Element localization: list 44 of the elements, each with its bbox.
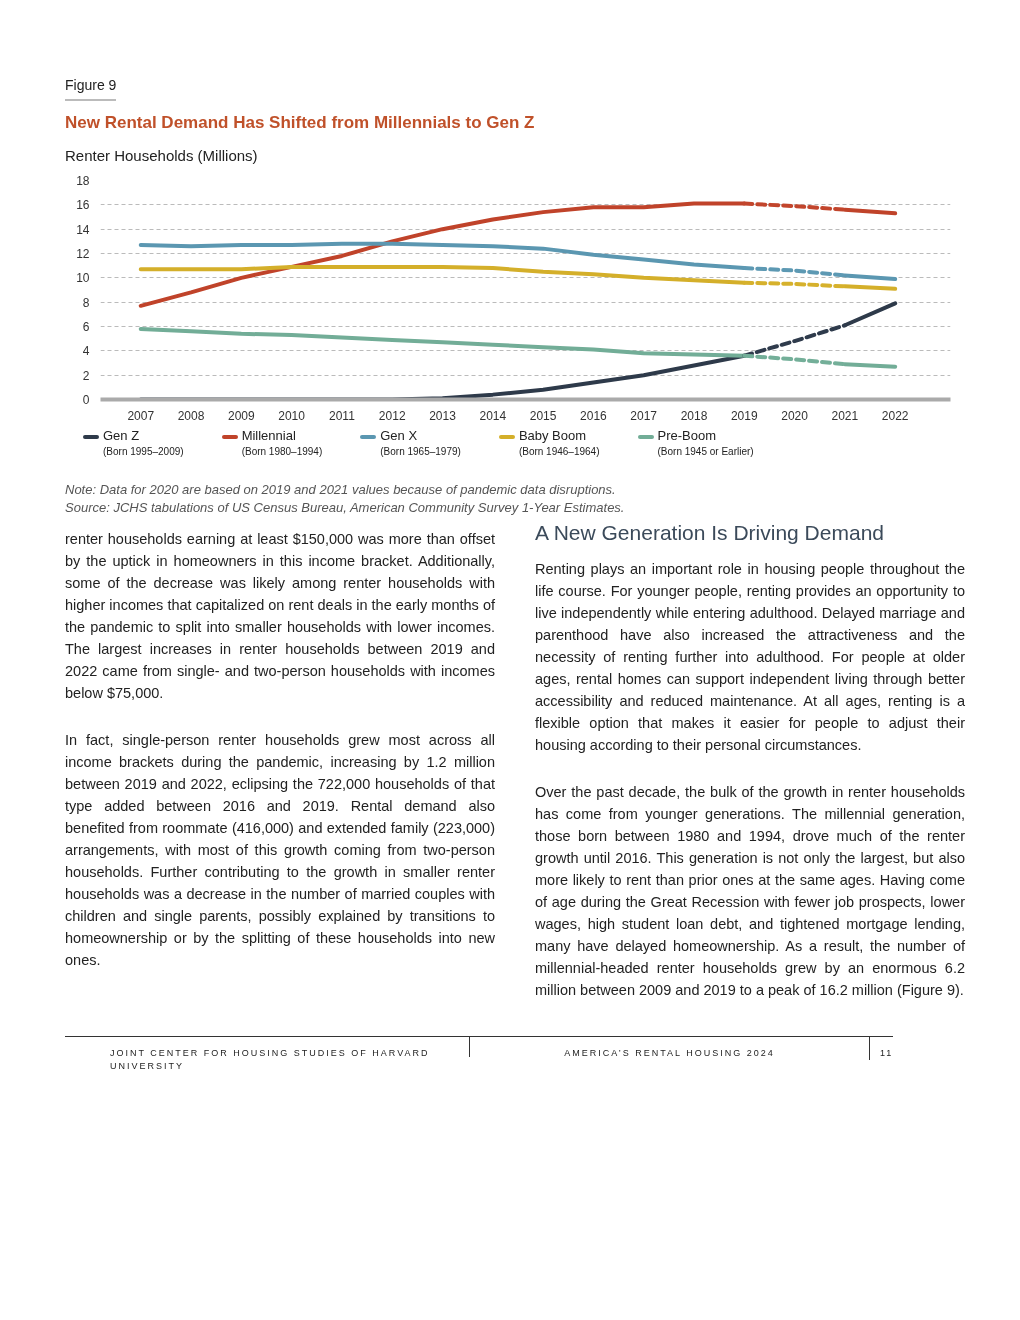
y-tick-label: 0	[82, 392, 90, 407]
y-tick-label: 4	[82, 344, 90, 359]
y-tick-label: 10	[76, 271, 90, 286]
y-tick-label: 8	[82, 295, 90, 310]
x-tick-label: 2008	[177, 408, 205, 423]
text: AMERICA’S RENTAL HOUSING 2024	[470, 1036, 870, 1060]
x-tick-label: 2015	[529, 408, 557, 423]
text: 11	[879, 1046, 894, 1060]
text: In fact, single-person renter households grew most across all income brackets during the pandemic, increasing by 1.2 million between 2019 and 2022, eclipsing the 722,000 households of that type added between 2016 and 2019. Rental demand also benefited from roommate (416,000) and extended family (223,000) arrangements, with most of this growth coming from two-person households. Further contributing to the growth in smaller renter households was a decrease in the number of married couples with children and single parents, possibly explained by transitions to homeownership or by the splitting of these households into new ones.	[65, 731, 495, 968]
x-tick-label: 2019	[730, 408, 758, 423]
y-axis-title: Renter Households (Millions)	[65, 146, 258, 167]
y-tick-label: 16	[76, 198, 90, 213]
text: A New Generation Is Driving Demand	[535, 520, 885, 544]
x-tick-label: 2022	[881, 408, 909, 423]
x-tick-label: 2011	[329, 408, 356, 423]
legend-label: Baby Boom (Born 1946–1964)	[518, 427, 600, 460]
text: Note: Data for 2020 are based on 2019 and 2021 values because of pandemic data disruptions.	[65, 481, 616, 497]
y-tick-label: 18	[76, 173, 90, 188]
y-tick-label: 2	[82, 368, 90, 383]
source-note: Source: JCHS tabulations of US Census Bureau, American Community Survey 1-Year Estimates.	[65, 500, 625, 516]
x-tick-label: 2018	[680, 408, 708, 423]
x-tick-label: 2012	[378, 408, 406, 423]
x-tick-label: 2020	[781, 408, 809, 423]
x-tick-label: 2021	[831, 408, 859, 423]
y-tick-label: 12	[76, 246, 90, 261]
text: Renting plays an important role in housing people throughout the life course. For younger people, renting provides an opportunity to live independently while entering adulthood. Delayed marriage and parenthood have also increased the attractiveness and the necessity of renting further into adulthood. For people at older ages, rental homes can support independent living through better accessibility and reduced maintenance. At all ages, renting is a flexible option that makes it easier for people to adjust their housing according to their personal circumstances.	[535, 560, 965, 753]
x-tick-label: 2007	[127, 408, 155, 423]
y-tick-label: 14	[76, 222, 90, 237]
caption: Figure 9	[65, 75, 117, 101]
chart-title: New Rental Demand Has Shifted from Millennials to Gen Z	[65, 112, 535, 134]
x-tick-label: 2013	[429, 408, 457, 423]
x-tick-label: 2014	[479, 408, 507, 423]
legend-label: Gen Z (Born 1995–2009)	[103, 427, 184, 460]
x-tick-label: 2009	[227, 408, 255, 423]
legend-label: Pre-Boom (Born 1945 or Earlier)	[657, 427, 754, 460]
x-tick-label: 2010	[278, 408, 306, 423]
legend-label: Gen X (Born 1965–1979)	[380, 427, 461, 460]
x-tick-label: 2017	[630, 408, 658, 423]
text: Over the past decade, the bulk of the growth in renter households has come from younger generations. The millennial generation, those born between 1980 and 1994, drove much of the renter growth until 2016. This generation is not only the largest, but also more likely to rent than prior ones at the same ages. Having come of age during the Great Recession with fewer job prospects, lower wages, high student loan debt, and tightened mortgage lending, many have delayed homeownership. As a result, the number of millennial-headed renter households grew by an enormous 6.2 million between 2009 and 2019 to a peak of 16.2 million (Figure 9).	[535, 783, 965, 998]
x-tick-label: 2016	[580, 408, 608, 423]
y-tick-label: 6	[82, 319, 90, 334]
text: JOINT CENTER FOR HOUSING STUDIES OF HARVARD UNIVERSITY	[109, 1046, 431, 1071]
text: renter households earning at least $150,000 was more than offset by the uptick in homeowners in this income bracket. Additionally, some of the decrease was likely among renter households with higher incomes that capitalized on rent deals in the early months of the pandemic to split into smaller households with lower incomes. The largest increases in renter households between 2019 and 2022 came from single- and two-person households with incomes below $75,000.	[65, 529, 495, 703]
legend-label: Millennial (Born 1980–1994)	[241, 427, 323, 460]
